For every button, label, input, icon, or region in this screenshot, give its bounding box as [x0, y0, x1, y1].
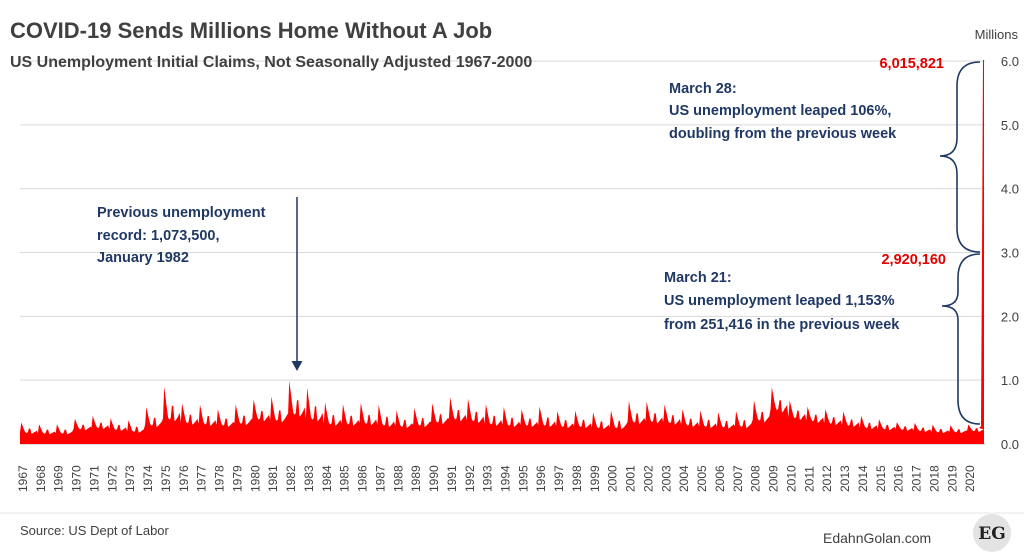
x-tick-label: 1999: [588, 465, 602, 492]
x-tick-label: 1997: [552, 465, 566, 492]
x-tick-label: 1994: [499, 465, 513, 492]
x-tick-label: 1996: [534, 465, 548, 492]
x-tick-label: 2009: [767, 465, 781, 492]
x-tick-label: 1991: [445, 465, 459, 492]
x-tick-label: 2005: [695, 465, 709, 492]
march28-annotation-line1: March 28:: [669, 81, 737, 97]
x-tick-label: 1995: [516, 465, 530, 492]
y-tick-label: 4.0: [1001, 182, 1019, 197]
y-tick-label: 5.0: [1001, 118, 1019, 133]
y-tick-label: 1.0: [1001, 373, 1019, 388]
march21-annotation-line2: US unemployment leaped 1,153%: [664, 293, 895, 309]
x-tick-label: 2003: [659, 465, 673, 492]
record-annotation-line1: Previous unemployment: [97, 205, 266, 221]
x-tick-label: 1973: [123, 465, 137, 492]
logo-badge: [973, 514, 1011, 552]
record-annotation-line3: January 1982: [97, 250, 189, 266]
x-tick-label: 1974: [141, 465, 155, 492]
y-tick-label: 2.0: [1001, 309, 1019, 324]
x-axis-ticks: 1967 1968 1969 1970 1971 1972 1973 1974 1975 1976…: [16, 465, 977, 492]
x-tick-label: 1987: [373, 465, 387, 492]
value-label-march21: 2,920,160: [881, 252, 946, 268]
x-tick-label: 1971: [87, 465, 101, 492]
x-tick-label: 1978: [213, 465, 227, 492]
x-tick-label: 2018: [927, 465, 941, 492]
value-label-march28: 6,015,821: [879, 56, 944, 72]
x-tick-label: 2014: [856, 465, 870, 492]
chart-title: COVID-19 Sends Millions Home Without A J…: [10, 18, 492, 43]
x-tick-label: 1990: [427, 465, 441, 492]
march28-brace: [939, 61, 981, 253]
x-tick-label: 2002: [641, 465, 655, 492]
x-tick-label: 1970: [70, 465, 84, 492]
x-tick-label: 2008: [749, 465, 763, 492]
x-tick-label: 2016: [892, 465, 906, 492]
x-tick-label: 2019: [945, 465, 959, 492]
x-tick-label: 1975: [159, 465, 173, 492]
x-tick-label: 1989: [409, 465, 423, 492]
x-tick-label: 1983: [302, 465, 316, 492]
credit-label: EdahnGolan.com: [823, 530, 931, 546]
march28-annotation-line2: US unemployment leaped 106%,: [669, 103, 891, 119]
x-tick-label: 1988: [391, 465, 405, 492]
source-label: Source: US Dept of Labor: [20, 523, 170, 538]
x-tick-label: 1985: [338, 465, 352, 492]
x-tick-label: 2001: [624, 465, 638, 492]
x-tick-label: 1977: [195, 465, 209, 492]
x-tick-label: 1979: [230, 465, 244, 492]
x-tick-label: 2020: [963, 465, 977, 492]
x-tick-label: 1980: [248, 465, 262, 492]
x-tick-label: 2006: [713, 465, 727, 492]
x-tick-label: 2013: [838, 465, 852, 492]
x-tick-label: 1968: [34, 465, 48, 492]
x-tick-label: 1976: [177, 465, 191, 492]
x-tick-label: 2017: [910, 465, 924, 492]
y-tick-label: 3.0: [1001, 246, 1019, 261]
y-axis-ticks: 0.0 1.0 2.0 3.0 4.0 5.0 6.0: [1001, 54, 1019, 452]
x-tick-label: 2012: [820, 465, 834, 492]
x-tick-label: 2011: [802, 466, 816, 492]
y-tick-label: 6.0: [1001, 54, 1019, 69]
x-tick-label: 1993: [481, 465, 495, 492]
x-tick-label: 1967: [16, 465, 30, 492]
x-tick-label: 1981: [266, 465, 280, 492]
record-arrow-head: [291, 361, 303, 371]
x-tick-label: 1986: [356, 465, 370, 492]
x-tick-label: 1969: [52, 465, 66, 492]
logo-text: EG: [978, 524, 1005, 544]
record-annotation-line2: record: 1,073,500,: [97, 228, 220, 244]
x-tick-label: 1984: [320, 465, 334, 492]
x-tick-label: 2010: [784, 465, 798, 492]
x-tick-label: 1998: [570, 465, 584, 492]
y-tick-label: 0.0: [1001, 437, 1019, 452]
march28-annotation-line3: doubling from the previous week: [669, 126, 897, 142]
x-tick-label: 1982: [284, 465, 298, 492]
x-tick-label: 2007: [731, 465, 745, 492]
march21-annotation-line3: from 251,416 in the previous week: [664, 317, 900, 333]
x-tick-label: 2004: [677, 465, 691, 492]
march21-brace: [941, 253, 981, 425]
x-tick-label: 1992: [463, 465, 477, 492]
x-tick-label: 1972: [105, 465, 119, 492]
chart-subtitle: US Unemployment Initial Claims, Not Seas…: [10, 54, 532, 71]
x-tick-label: 2000: [606, 465, 620, 492]
unit-label: Millions: [975, 27, 1019, 42]
x-tick-label: 2015: [874, 465, 888, 492]
march21-annotation-line1: March 21:: [664, 270, 732, 286]
